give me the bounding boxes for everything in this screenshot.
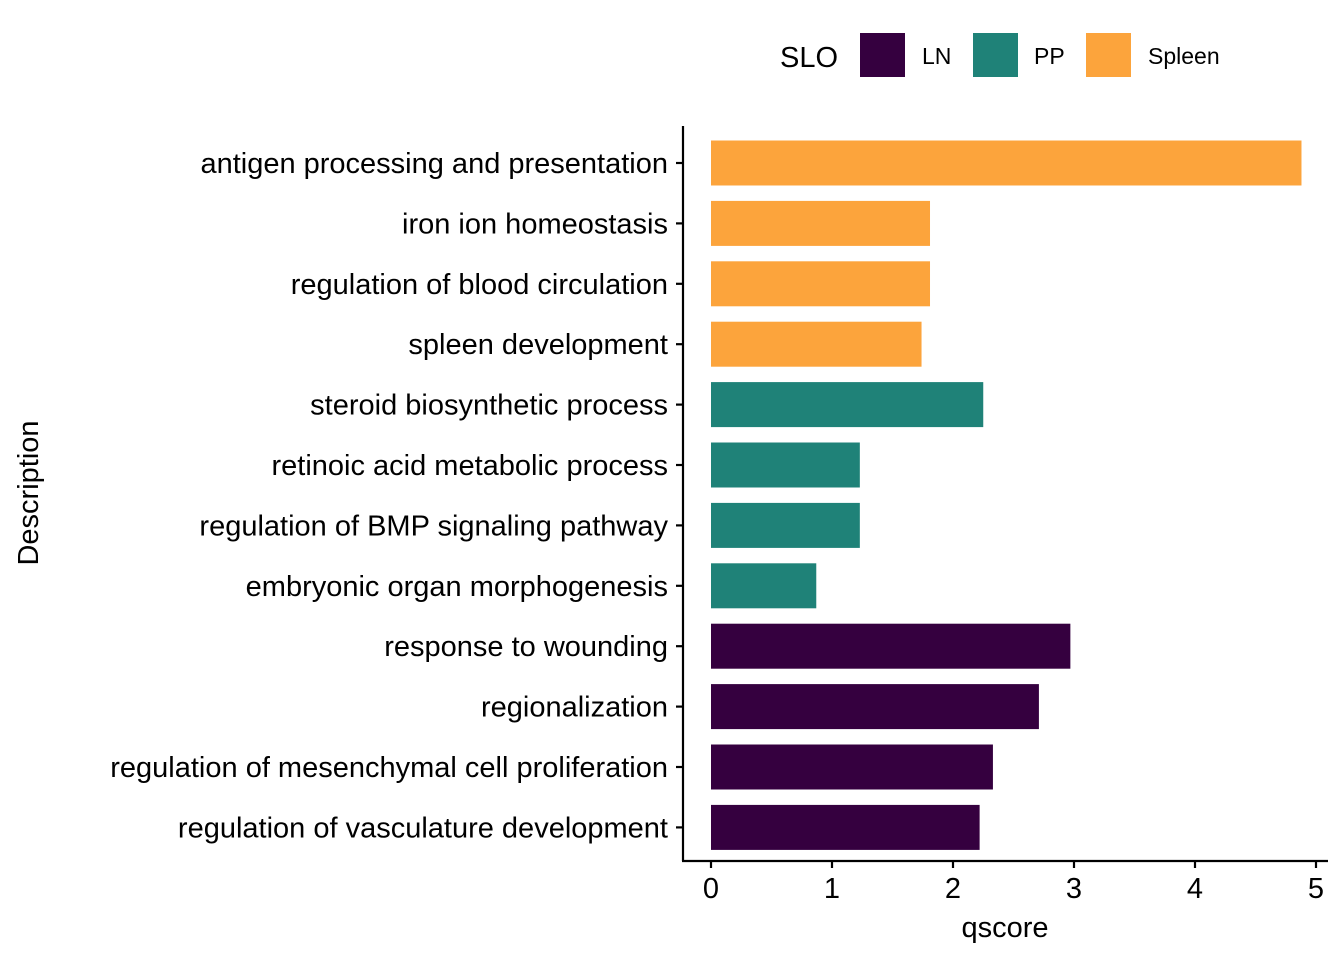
legend: SLO LN PP Spleen	[780, 33, 1220, 77]
x-tick-label: 2	[945, 873, 961, 905]
bar-regulation-of-bmp-signaling-pathway	[711, 502, 860, 548]
y-tick-label: iron ion homeostasis	[402, 208, 668, 240]
x-tick-label: 4	[1187, 873, 1203, 905]
bar-regulation-of-vasculature-development	[711, 804, 980, 850]
legend-label-ln: LN	[922, 43, 951, 69]
bar-antigen-processing-and-presentation	[711, 140, 1302, 186]
y-tick-label: steroid biosynthetic process	[310, 390, 668, 422]
y-tick-labels: antigen processing and presentation iron …	[110, 148, 683, 844]
x-tick-label: 3	[1066, 873, 1082, 905]
bar-steroid-biosynthetic-process	[711, 382, 984, 428]
bar-regulation-of-blood-circulation	[711, 261, 931, 307]
legend-title: SLO	[780, 42, 838, 74]
bars-group	[711, 140, 1302, 850]
bar-iron-ion-homeostasis	[711, 200, 931, 246]
y-tick-label: antigen processing and presentation	[200, 148, 668, 180]
x-tick-label: 0	[703, 873, 719, 905]
x-tick-label: 5	[1308, 873, 1324, 905]
y-tick-label: response to wounding	[384, 631, 668, 663]
bar-embryonic-organ-morphogenesis	[711, 563, 817, 609]
bar-regulation-of-mesenchymal-cell-proliferation	[711, 744, 993, 790]
legend-label-pp: PP	[1034, 43, 1065, 69]
y-tick-label: regulation of blood circulation	[291, 269, 668, 301]
bar-regionalization	[711, 684, 1039, 730]
legend-key-ln	[860, 33, 905, 77]
y-tick-label: regulation of vasculature development	[178, 812, 668, 844]
y-tick-label: regionalization	[481, 692, 668, 724]
legend-key-spleen	[1086, 33, 1131, 77]
bar-spleen-development	[711, 321, 922, 367]
y-tick-label: regulation of mesenchymal cell prolifera…	[110, 752, 668, 784]
legend-key-pp	[973, 33, 1018, 77]
x-axis-title: qscore	[961, 912, 1048, 944]
y-tick-label: regulation of BMP signaling pathway	[199, 510, 668, 542]
bar-response-to-wounding	[711, 623, 1071, 669]
bar-retinoic-acid-metabolic-process	[711, 442, 860, 488]
legend-label-spleen: Spleen	[1148, 43, 1220, 69]
y-axis-title: Description	[13, 420, 45, 565]
y-tick-label: embryonic organ morphogenesis	[246, 571, 668, 603]
x-tick-label: 1	[824, 873, 840, 905]
y-tick-label: retinoic acid metabolic process	[271, 450, 668, 482]
x-ticks: 0 1 2 3 4 5	[703, 861, 1324, 905]
y-tick-label: spleen development	[408, 329, 668, 361]
